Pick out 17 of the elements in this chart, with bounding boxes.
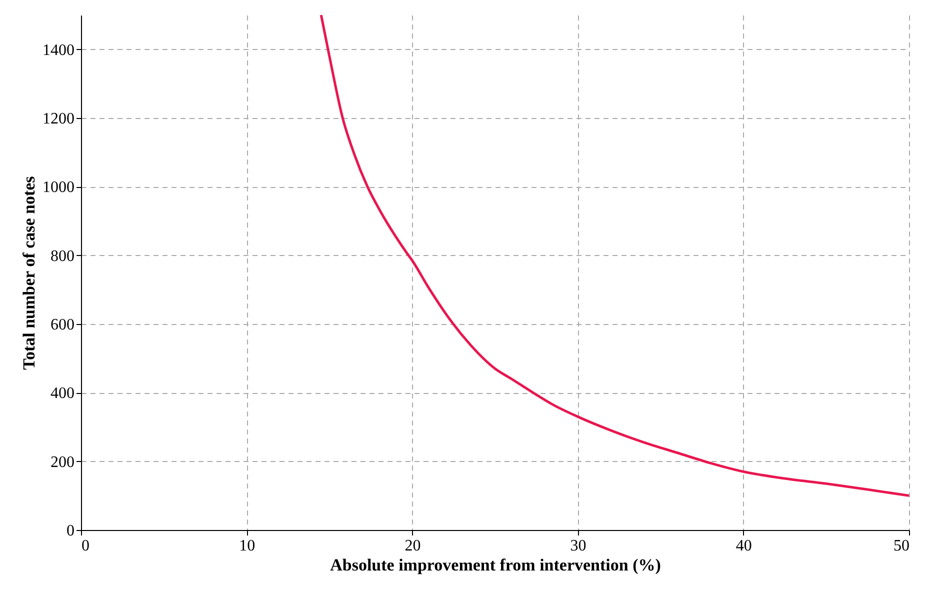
y-tick-label: 1400	[42, 42, 74, 59]
x-tick-label: 20	[404, 538, 421, 554]
line-series	[320, 15, 909, 497]
y-tick-label: 800	[50, 248, 74, 265]
x-axis-title: Absolute improvement from intervention (%)	[330, 556, 661, 574]
x-tick-label: 30	[570, 538, 586, 554]
y-tick-label: 1200	[42, 110, 74, 128]
x-tick-label: 40	[736, 538, 752, 554]
x-tick-label: 0	[82, 538, 90, 554]
y-tick-label: 1000	[42, 179, 74, 196]
y-tick-label: 600	[50, 316, 74, 334]
y-tick-label: 400	[50, 385, 74, 402]
y-axis-title: Total number of case notes	[20, 176, 38, 370]
y-tick-label: 200	[50, 454, 74, 471]
x-tick-label: 10	[239, 538, 256, 554]
x-tick-label: 50	[894, 538, 910, 554]
y-tick-label: 0	[66, 522, 74, 540]
